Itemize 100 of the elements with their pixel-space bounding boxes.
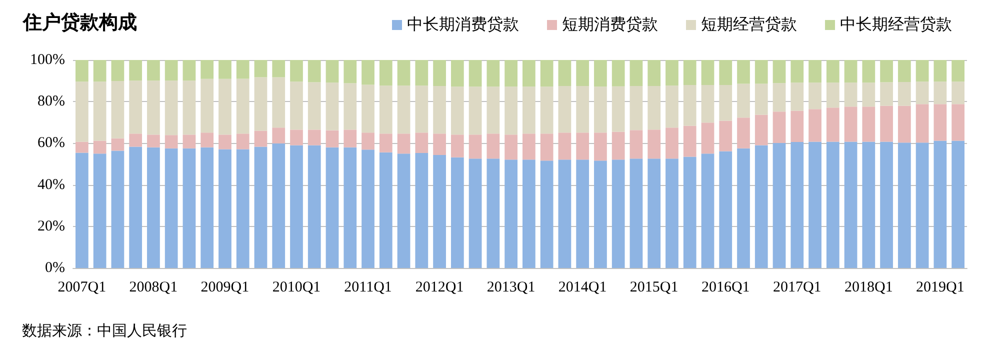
bar: [790, 142, 804, 268]
bar: [450, 86, 464, 135]
bar: [164, 148, 178, 268]
legend-label: 短期消费贷款: [562, 16, 658, 34]
bar: [808, 109, 822, 142]
bar: [737, 118, 750, 148]
x-tick-label: 2011Q1: [344, 280, 392, 296]
bar: [326, 82, 339, 130]
bar: [397, 60, 410, 86]
bar: [344, 83, 357, 130]
x-tick-label: 2013Q1: [486, 280, 536, 296]
bar: [218, 60, 232, 79]
bar: [522, 60, 536, 87]
bar: [952, 60, 964, 82]
bar: [683, 126, 696, 157]
bar: [952, 82, 964, 104]
bar: [236, 78, 250, 134]
legend-label: 中长期消费贷款: [407, 16, 519, 34]
bar: [147, 80, 160, 135]
x-tick-label: 2009Q1: [200, 280, 250, 296]
bar: [308, 130, 321, 146]
bar: [576, 132, 590, 160]
source-note: 数据来源：中国人民银行: [22, 322, 187, 340]
bar: [916, 82, 929, 104]
bar: [468, 60, 482, 87]
bar: [594, 132, 607, 161]
bar: [76, 60, 88, 82]
bar: [916, 104, 929, 143]
bar: [362, 84, 374, 133]
bar: [934, 82, 947, 104]
bar: [701, 154, 714, 268]
x-tick-label: 2010Q1: [272, 280, 321, 296]
bar: [433, 86, 446, 134]
bar: [308, 60, 321, 82]
bar: [737, 60, 750, 84]
bar: [612, 86, 625, 132]
bar: [880, 82, 893, 106]
bar: [272, 128, 286, 144]
bar: [468, 158, 482, 268]
bar: [826, 108, 840, 142]
bar: [701, 122, 714, 154]
bar: [290, 145, 303, 268]
bar: [683, 60, 696, 85]
bar: [450, 134, 464, 158]
bar: [576, 86, 590, 133]
x-tick-label: 2015Q1: [630, 280, 678, 296]
bar: [916, 142, 929, 268]
bar: [719, 84, 732, 121]
bar: [558, 160, 572, 268]
bar: [772, 60, 786, 84]
bar: [666, 128, 678, 159]
bar: [630, 158, 643, 268]
bar: [362, 60, 374, 85]
bar: [844, 60, 858, 83]
bar: [594, 86, 607, 133]
bar: [612, 160, 625, 268]
bar: [129, 60, 142, 81]
bar: [952, 140, 964, 268]
bar: [808, 82, 822, 110]
bar: [76, 142, 88, 153]
bar: [415, 60, 428, 86]
bar: [916, 60, 929, 82]
bar: [290, 82, 303, 130]
bar: [898, 82, 911, 106]
bar: [504, 160, 518, 268]
bar: [272, 77, 286, 128]
bar: [844, 142, 858, 268]
bar: [754, 114, 768, 146]
bar: [504, 60, 518, 87]
bar: [862, 82, 876, 107]
chart-title: 住户贷款构成: [22, 12, 137, 34]
bar: [433, 134, 446, 156]
bar: [254, 60, 268, 78]
bar: [862, 106, 876, 142]
bar: [236, 149, 250, 268]
bar: [522, 160, 536, 268]
bar: [540, 86, 554, 134]
bar: [772, 112, 786, 143]
bar: [666, 158, 678, 268]
bar: [272, 143, 286, 268]
bar: [719, 151, 732, 268]
x-tick-label: 2019Q1: [916, 280, 964, 296]
bar: [379, 152, 392, 268]
bar: [648, 86, 661, 130]
bar: [683, 156, 696, 268]
bar: [772, 142, 786, 268]
y-tick-label: 40%: [38, 176, 65, 193]
bar: [880, 60, 893, 82]
bar: [522, 134, 536, 160]
bar: [630, 130, 643, 159]
bar: [898, 142, 911, 268]
bar: [397, 154, 410, 268]
bar: [558, 60, 572, 86]
x-tick-label: 2018Q1: [844, 280, 893, 296]
bar: [808, 142, 822, 268]
bar: [379, 86, 392, 134]
bar: [826, 60, 840, 83]
bar: [934, 60, 947, 82]
bar: [254, 146, 268, 268]
bar: [648, 130, 661, 159]
